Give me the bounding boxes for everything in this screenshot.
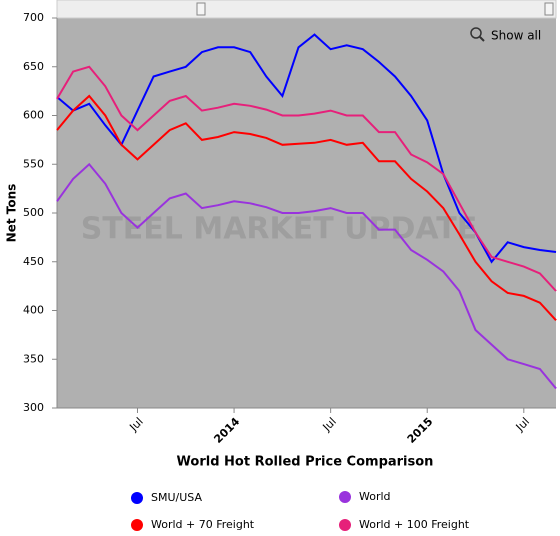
nav-handle[interactable] <box>544 2 554 16</box>
y-tick-label: 700 <box>23 11 44 24</box>
y-tick-label: 550 <box>23 157 44 170</box>
zoom-icon <box>479 36 485 42</box>
show-all-label[interactable]: Show all <box>491 29 541 43</box>
x-tick-label: 2015 <box>405 415 436 446</box>
legend-item[interactable]: World <box>339 490 391 503</box>
x-tick-label: Jul <box>320 415 339 434</box>
x-tick-label: Jul <box>126 415 145 434</box>
legend-marker <box>131 492 143 504</box>
chart-title: World Hot Rolled Price Comparison <box>177 455 434 470</box>
x-tick-label: Jul <box>513 415 532 434</box>
legend-marker <box>339 491 351 503</box>
y-tick-label: 650 <box>23 60 44 73</box>
nav-handle[interactable] <box>196 2 206 16</box>
zoom-icon <box>470 27 482 39</box>
y-tick-label: 450 <box>23 255 44 268</box>
legend-label: World + 100 Freight <box>359 518 470 531</box>
legend-marker <box>339 519 351 531</box>
y-tick-label: 500 <box>23 206 44 219</box>
navigator <box>56 0 557 19</box>
series-line <box>56 162 557 390</box>
y-tick-label: 350 <box>23 352 44 365</box>
legend-item[interactable]: World + 70 Freight <box>131 518 255 531</box>
legend-marker <box>131 519 143 531</box>
y-axis-label: Net Tons <box>5 184 19 243</box>
legend-item[interactable]: World + 100 Freight <box>339 518 470 531</box>
y-tick-label: 400 <box>23 304 44 317</box>
legend-label: SMU/USA <box>151 491 202 504</box>
legend-label: World + 70 Freight <box>151 518 255 531</box>
watermark: STEEL MARKET UPDATE <box>81 212 478 247</box>
series-line <box>56 65 557 292</box>
x-tick-label: 2014 <box>211 415 242 446</box>
y-tick-label: 300 <box>23 401 44 414</box>
series-line <box>56 94 557 321</box>
show-all-button[interactable]: Show all <box>470 27 541 43</box>
legend-item[interactable]: SMU/USA <box>131 491 202 504</box>
legend-label: World <box>359 490 391 503</box>
y-tick-label: 600 <box>23 109 44 122</box>
